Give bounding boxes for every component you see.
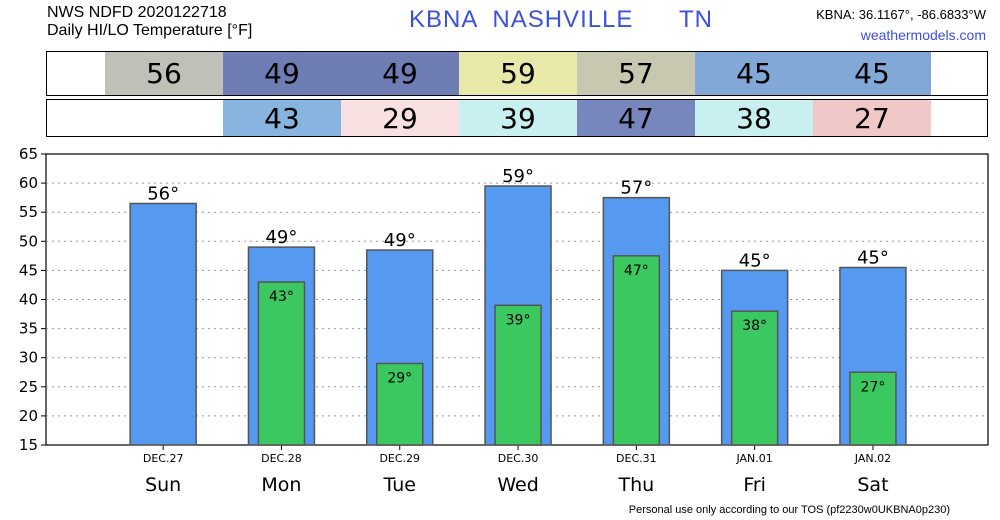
y-tick-label: 30 <box>19 349 38 367</box>
footer-tos: Personal use only according to our TOS (… <box>628 504 950 516</box>
high-bar <box>129 202 197 446</box>
coordinates: KBNA: 36.1167°, -86.6833°W <box>816 7 986 22</box>
low-bar <box>612 255 661 446</box>
y-tick-label: 20 <box>19 407 38 425</box>
date-label: JAN.01 <box>735 452 772 465</box>
low-label: 29° <box>387 371 412 387</box>
low-label: 39° <box>506 312 531 328</box>
date-label: DEC.27 <box>143 452 184 465</box>
high-label: 56° <box>147 183 179 204</box>
day-label: Tue <box>383 474 416 496</box>
low-label: 47° <box>624 263 649 279</box>
model-run-label: NWS NDFD 2020122718 <box>47 4 227 21</box>
day-label: Thu <box>617 474 654 496</box>
state-code: TN <box>679 6 714 33</box>
y-tick-label: 15 <box>19 436 38 454</box>
hi-cell: 59 <box>459 52 577 95</box>
y-tick-label: 50 <box>19 232 38 250</box>
header-right: KBNA: 36.1167°, -86.6833°W weathermodels… <box>816 5 986 45</box>
day-label: Wed <box>497 474 538 496</box>
product-label: Daily HI/LO Temperature [°F] <box>47 22 253 39</box>
y-tick-label: 60 <box>19 174 38 192</box>
high-label: 59° <box>502 166 534 187</box>
low-temp-strip: 43 29 39 47 38 27 <box>46 99 988 137</box>
low-bar <box>849 371 897 446</box>
low-label: 43° <box>269 289 294 305</box>
low-bar <box>730 310 779 446</box>
high-label: 45° <box>857 247 889 268</box>
low-bar <box>494 304 542 446</box>
y-tick-label: 55 <box>19 203 38 221</box>
day-label: Sat <box>857 474 888 496</box>
y-tick-label: 45 <box>19 261 38 279</box>
day-label: Mon <box>261 474 301 496</box>
hi-cell: 56 <box>105 52 223 95</box>
low-bar <box>257 281 306 446</box>
lo-cell: 43 <box>223 100 341 136</box>
y-tick-label: 65 <box>19 145 38 163</box>
hi-cell: 45 <box>695 52 813 95</box>
date-label: DEC.31 <box>616 452 657 465</box>
hi-cell: 49 <box>341 52 459 95</box>
station-code: KBNA <box>409 6 478 33</box>
hi-cell: 49 <box>223 52 341 95</box>
lo-cell: 38 <box>695 100 813 136</box>
y-tick-label: 35 <box>19 320 38 338</box>
lo-cell <box>105 100 223 136</box>
city-name: NASHVILLE <box>492 6 634 33</box>
date-label: DEC.29 <box>379 452 420 465</box>
hi-cell: 57 <box>577 52 695 95</box>
y-tick-label: 40 <box>19 291 38 309</box>
low-label: 38° <box>742 318 767 334</box>
high-label: 49° <box>265 227 297 248</box>
high-temp-strip: 56 49 49 59 57 45 45 <box>46 51 988 96</box>
high-label: 45° <box>739 250 771 271</box>
date-label: JAN.02 <box>854 452 891 465</box>
hi-cell: 45 <box>813 52 931 95</box>
date-label: DEC.30 <box>498 452 539 465</box>
high-label: 57° <box>620 178 652 199</box>
lo-cell: 39 <box>459 100 577 136</box>
low-label: 27° <box>861 379 886 395</box>
lo-cell: 27 <box>813 100 931 136</box>
day-label: Sun <box>145 474 181 496</box>
header-info: NWS NDFD 2020122718 Daily HI/LO Temperat… <box>47 4 252 40</box>
site-link[interactable]: weathermodels.com <box>860 27 986 43</box>
lo-cell: 47 <box>577 100 695 136</box>
lo-cell: 29 <box>341 100 459 136</box>
station-title: KBNA NASHVILLE TN <box>409 6 713 34</box>
date-label: DEC.28 <box>261 452 302 465</box>
y-tick-label: 25 <box>19 378 38 396</box>
day-label: Fri <box>743 474 766 496</box>
low-bar <box>376 362 424 446</box>
high-label: 49° <box>384 230 416 251</box>
